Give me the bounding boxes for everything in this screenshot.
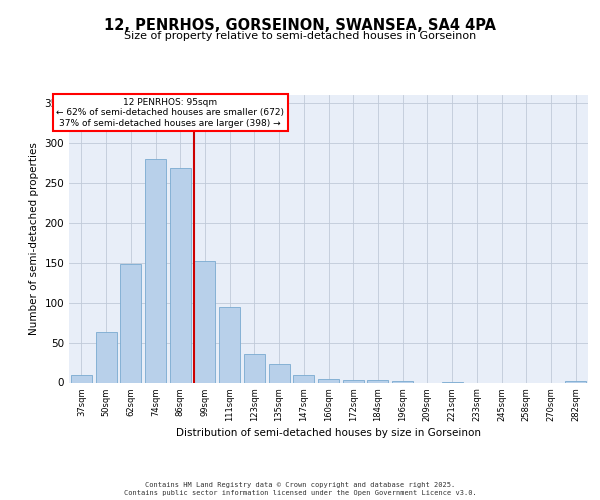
Bar bbox=[318, 378, 339, 382]
Text: Size of property relative to semi-detached houses in Gorseinon: Size of property relative to semi-detach… bbox=[124, 31, 476, 41]
Bar bbox=[194, 261, 215, 382]
Y-axis label: Number of semi-detached properties: Number of semi-detached properties bbox=[29, 142, 39, 335]
Bar bbox=[565, 381, 586, 382]
Bar bbox=[145, 159, 166, 382]
Bar bbox=[293, 376, 314, 382]
Bar bbox=[219, 306, 240, 382]
Text: Contains HM Land Registry data © Crown copyright and database right 2025.
Contai: Contains HM Land Registry data © Crown c… bbox=[124, 482, 476, 496]
Bar bbox=[343, 380, 364, 382]
Text: 12 PENRHOS: 95sqm
← 62% of semi-detached houses are smaller (672)
37% of semi-de: 12 PENRHOS: 95sqm ← 62% of semi-detached… bbox=[56, 98, 284, 128]
Bar bbox=[367, 380, 388, 382]
Text: 12, PENRHOS, GORSEINON, SWANSEA, SA4 4PA: 12, PENRHOS, GORSEINON, SWANSEA, SA4 4PA bbox=[104, 18, 496, 32]
Bar bbox=[170, 168, 191, 382]
Bar bbox=[244, 354, 265, 382]
Bar bbox=[392, 381, 413, 382]
Bar bbox=[95, 332, 116, 382]
X-axis label: Distribution of semi-detached houses by size in Gorseinon: Distribution of semi-detached houses by … bbox=[176, 428, 481, 438]
Bar bbox=[120, 264, 141, 382]
Bar bbox=[71, 374, 92, 382]
Bar bbox=[269, 364, 290, 382]
